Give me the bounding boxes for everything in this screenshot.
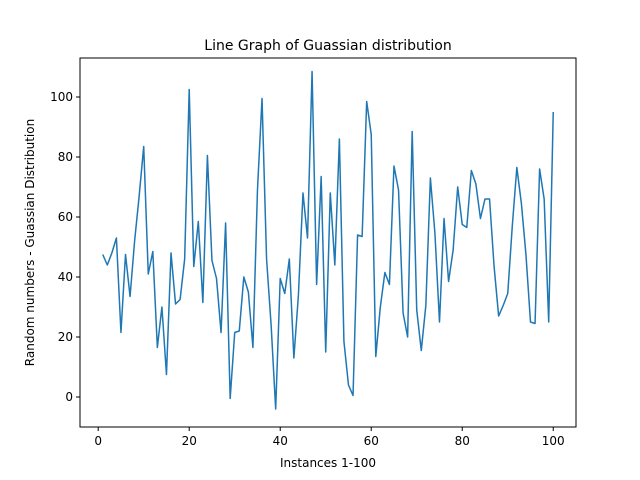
x-axis-label: Instances 1-100 (280, 456, 376, 470)
y-tick-label: 80 (58, 150, 73, 164)
x-tick-label: 100 (542, 434, 565, 448)
x-tick-label: 60 (364, 434, 379, 448)
x-tick-label: 80 (455, 434, 470, 448)
y-tick-label: 60 (58, 210, 73, 224)
y-axis-label: Random numbers - Guassian Distribution (23, 119, 37, 366)
series-line-0 (102, 70, 554, 410)
y-tick-label: 0 (65, 390, 73, 404)
y-tick-label: 20 (58, 330, 73, 344)
y-tick-label: 100 (50, 90, 73, 104)
x-tick-label: 0 (94, 434, 102, 448)
x-tick-label: 20 (182, 434, 197, 448)
x-tick-label: 40 (273, 434, 288, 448)
plot-frame (79, 57, 577, 428)
y-axis-ticks: 0 20 40 60 80 100 (50, 90, 80, 404)
x-axis-ticks: 0 20 40 60 80 100 (94, 427, 565, 448)
y-tick-label: 40 (58, 270, 73, 284)
chart-title: Line Graph of Guassian distribution (204, 38, 451, 54)
plot-area (102, 70, 554, 410)
